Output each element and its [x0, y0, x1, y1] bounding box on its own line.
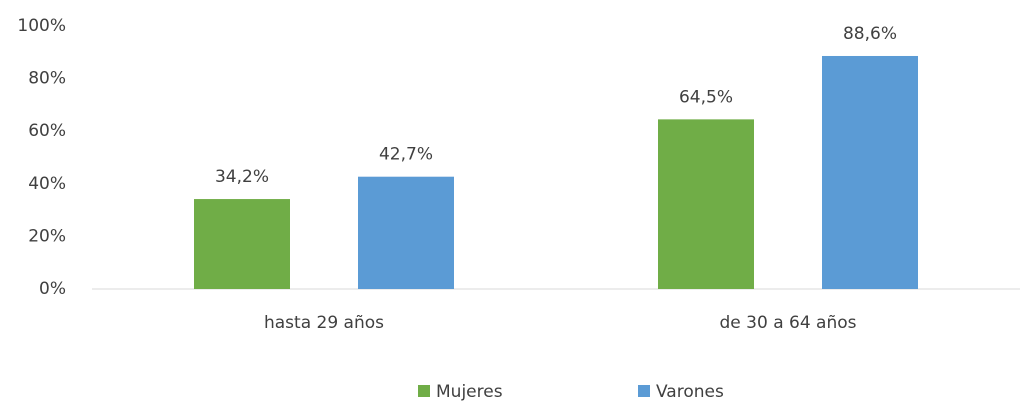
y-tick-label: 40% — [28, 174, 66, 194]
bar — [658, 119, 754, 290]
data-label: 42,7% — [379, 145, 433, 165]
data-label: 34,2% — [215, 167, 269, 187]
y-tick-label: 100% — [17, 16, 66, 36]
data-label: 64,5% — [679, 87, 733, 107]
legend-swatch — [418, 385, 430, 397]
y-tick-label: 0% — [39, 279, 66, 299]
legend-label: Mujeres — [436, 382, 503, 402]
legend-swatch — [638, 385, 650, 397]
bar — [194, 199, 290, 289]
y-tick-label: 20% — [28, 226, 66, 246]
data-label: 88,6% — [843, 24, 897, 44]
bar — [358, 176, 454, 289]
y-tick-label: 80% — [28, 69, 66, 89]
legend-label: Varones — [656, 382, 724, 402]
x-tick-label: hasta 29 años — [264, 313, 384, 333]
y-tick-label: 60% — [28, 121, 66, 141]
x-tick-label: de 30 a 64 años — [720, 313, 857, 333]
bar — [822, 55, 918, 290]
